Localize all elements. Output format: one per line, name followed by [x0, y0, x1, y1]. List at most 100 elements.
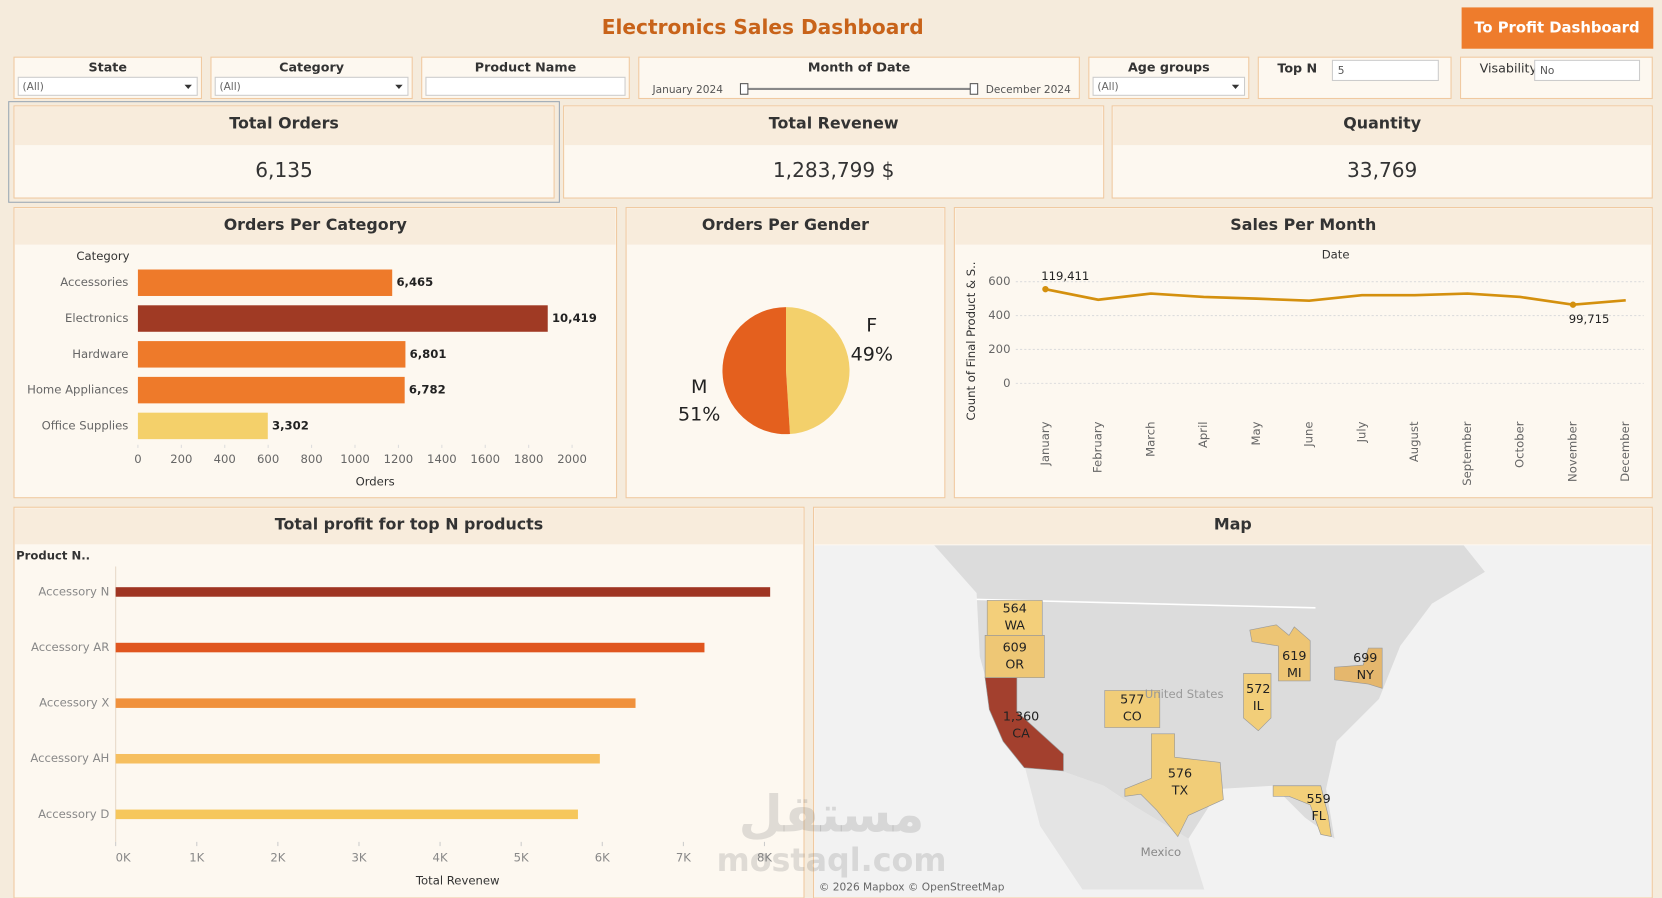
- filter-value[interactable]: 5: [1338, 65, 1345, 77]
- state-name: FL: [1311, 808, 1325, 823]
- slider-to: December 2024: [986, 84, 1071, 96]
- kpi-value: 6,135: [255, 158, 313, 182]
- x-tick-label: 1600: [470, 452, 500, 466]
- state-name: MI: [1287, 665, 1302, 680]
- filter-label: Month of Date: [808, 59, 910, 74]
- panel-header: [955, 208, 1652, 245]
- x-axis-title: Date: [1322, 248, 1350, 262]
- filter-value[interactable]: (All): [22, 81, 43, 93]
- value-label: 6,465: [396, 275, 433, 289]
- pie-slice: [722, 307, 790, 435]
- filter-label: Top N: [1277, 60, 1317, 75]
- x-tick-label: January: [1038, 421, 1052, 466]
- slider-handle[interactable]: [969, 83, 979, 95]
- kpi-label: Total Orders: [229, 113, 339, 132]
- kpi-header: [1113, 106, 1652, 146]
- value-label: 3,302: [272, 418, 309, 432]
- bar: [115, 753, 600, 764]
- state-value: 564: [1003, 600, 1027, 615]
- panel-title: Map: [1214, 515, 1252, 534]
- state-region[interactable]: [1104, 690, 1161, 728]
- state-value: 576: [1168, 766, 1192, 781]
- filter-control[interactable]: [214, 76, 409, 96]
- state-name: TX: [1171, 783, 1189, 798]
- filter-value[interactable]: (All): [219, 81, 240, 93]
- state-region[interactable]: [1124, 733, 1224, 838]
- state-region[interactable]: [1249, 624, 1311, 682]
- y-tick-label: 400: [988, 308, 1010, 322]
- filter-value[interactable]: (All): [1097, 81, 1118, 93]
- slider-from: January 2024: [652, 84, 724, 96]
- filter-label: Product Name: [475, 59, 576, 74]
- dropdown-arrow[interactable]: [184, 84, 192, 89]
- dropdown-arrow[interactable]: [395, 84, 403, 89]
- y-tick-label: Electronics: [65, 311, 128, 325]
- state-region[interactable]: [984, 635, 1045, 679]
- bar: [137, 376, 405, 404]
- state-value: 1,360: [1003, 708, 1039, 723]
- x-tick-label: 5K: [514, 850, 529, 864]
- x-tick-label: February: [1091, 421, 1105, 473]
- state-name: IL: [1253, 698, 1264, 713]
- y-tick-label: Home Appliances: [27, 383, 128, 397]
- y-tick-label: Accessory AH: [30, 751, 109, 765]
- dropdown-arrow[interactable]: [1231, 84, 1240, 89]
- profit-button-label[interactable]: To Profit Dashboard: [1474, 20, 1639, 37]
- panel-header: [814, 508, 1652, 545]
- pie-slice: [785, 307, 850, 435]
- filter-box: [638, 56, 1080, 100]
- state-name: OR: [1005, 657, 1024, 672]
- filter-input[interactable]: [1331, 59, 1439, 82]
- y-axis-title: Product N..: [16, 548, 90, 562]
- x-tick-label: June: [1302, 421, 1316, 447]
- bar: [115, 642, 705, 653]
- filter-control[interactable]: [17, 76, 198, 96]
- y-tick-label: Hardware: [72, 347, 128, 361]
- state-region[interactable]: [984, 677, 1064, 772]
- kpi-header: [564, 106, 1103, 146]
- x-tick-label: 3K: [351, 850, 366, 864]
- y-tick-label: Accessory X: [39, 696, 109, 710]
- bar: [115, 587, 771, 597]
- state-region[interactable]: [1334, 647, 1383, 689]
- x-tick-label: September: [1460, 421, 1474, 485]
- state-value: 699: [1353, 650, 1377, 665]
- y-tick-label: 600: [988, 274, 1010, 288]
- filter-control[interactable]: [1092, 76, 1246, 96]
- value-label: 6,801: [410, 347, 447, 361]
- panel: [953, 207, 1653, 499]
- state-name: CO: [1123, 708, 1142, 723]
- value-label: 10,419: [552, 311, 597, 325]
- profit-button[interactable]: [1461, 7, 1654, 49]
- point: [1042, 285, 1049, 293]
- state-region[interactable]: [1272, 785, 1332, 837]
- x-tick-label: 8K: [757, 850, 772, 864]
- filter-control[interactable]: [425, 76, 626, 96]
- x-tick-label: 1200: [384, 452, 414, 466]
- x-tick-label: 7K: [676, 850, 691, 864]
- slider-handle[interactable]: [739, 83, 749, 95]
- state-region[interactable]: [1243, 673, 1272, 732]
- x-tick-label: 200: [170, 452, 192, 466]
- x-tick-label: December: [1618, 421, 1632, 482]
- x-tick-label: 1000: [340, 452, 370, 466]
- kpi-label: Quantity: [1343, 113, 1421, 132]
- x-tick-label: November: [1565, 421, 1579, 482]
- x-tick-label: August: [1407, 421, 1421, 462]
- state-value: 619: [1282, 648, 1306, 663]
- x-axis-title: Total Revenew: [415, 874, 500, 888]
- slice-value: 51%: [678, 404, 720, 426]
- x-tick-label: March: [1143, 421, 1157, 456]
- filter-label: Category: [279, 59, 345, 74]
- state-name: CA: [1012, 725, 1030, 740]
- filter-input[interactable]: [1534, 59, 1641, 82]
- x-tick-label: 0: [134, 452, 141, 466]
- panel-title: Sales Per Month: [1230, 215, 1376, 234]
- map-land: [1024, 764, 1205, 890]
- filter-value[interactable]: No: [1540, 65, 1554, 77]
- y-tick-label: Accessory D: [38, 807, 109, 821]
- slice-value: 49%: [851, 343, 893, 365]
- state-value: 572: [1246, 681, 1270, 696]
- x-tick-label: 600: [257, 452, 279, 466]
